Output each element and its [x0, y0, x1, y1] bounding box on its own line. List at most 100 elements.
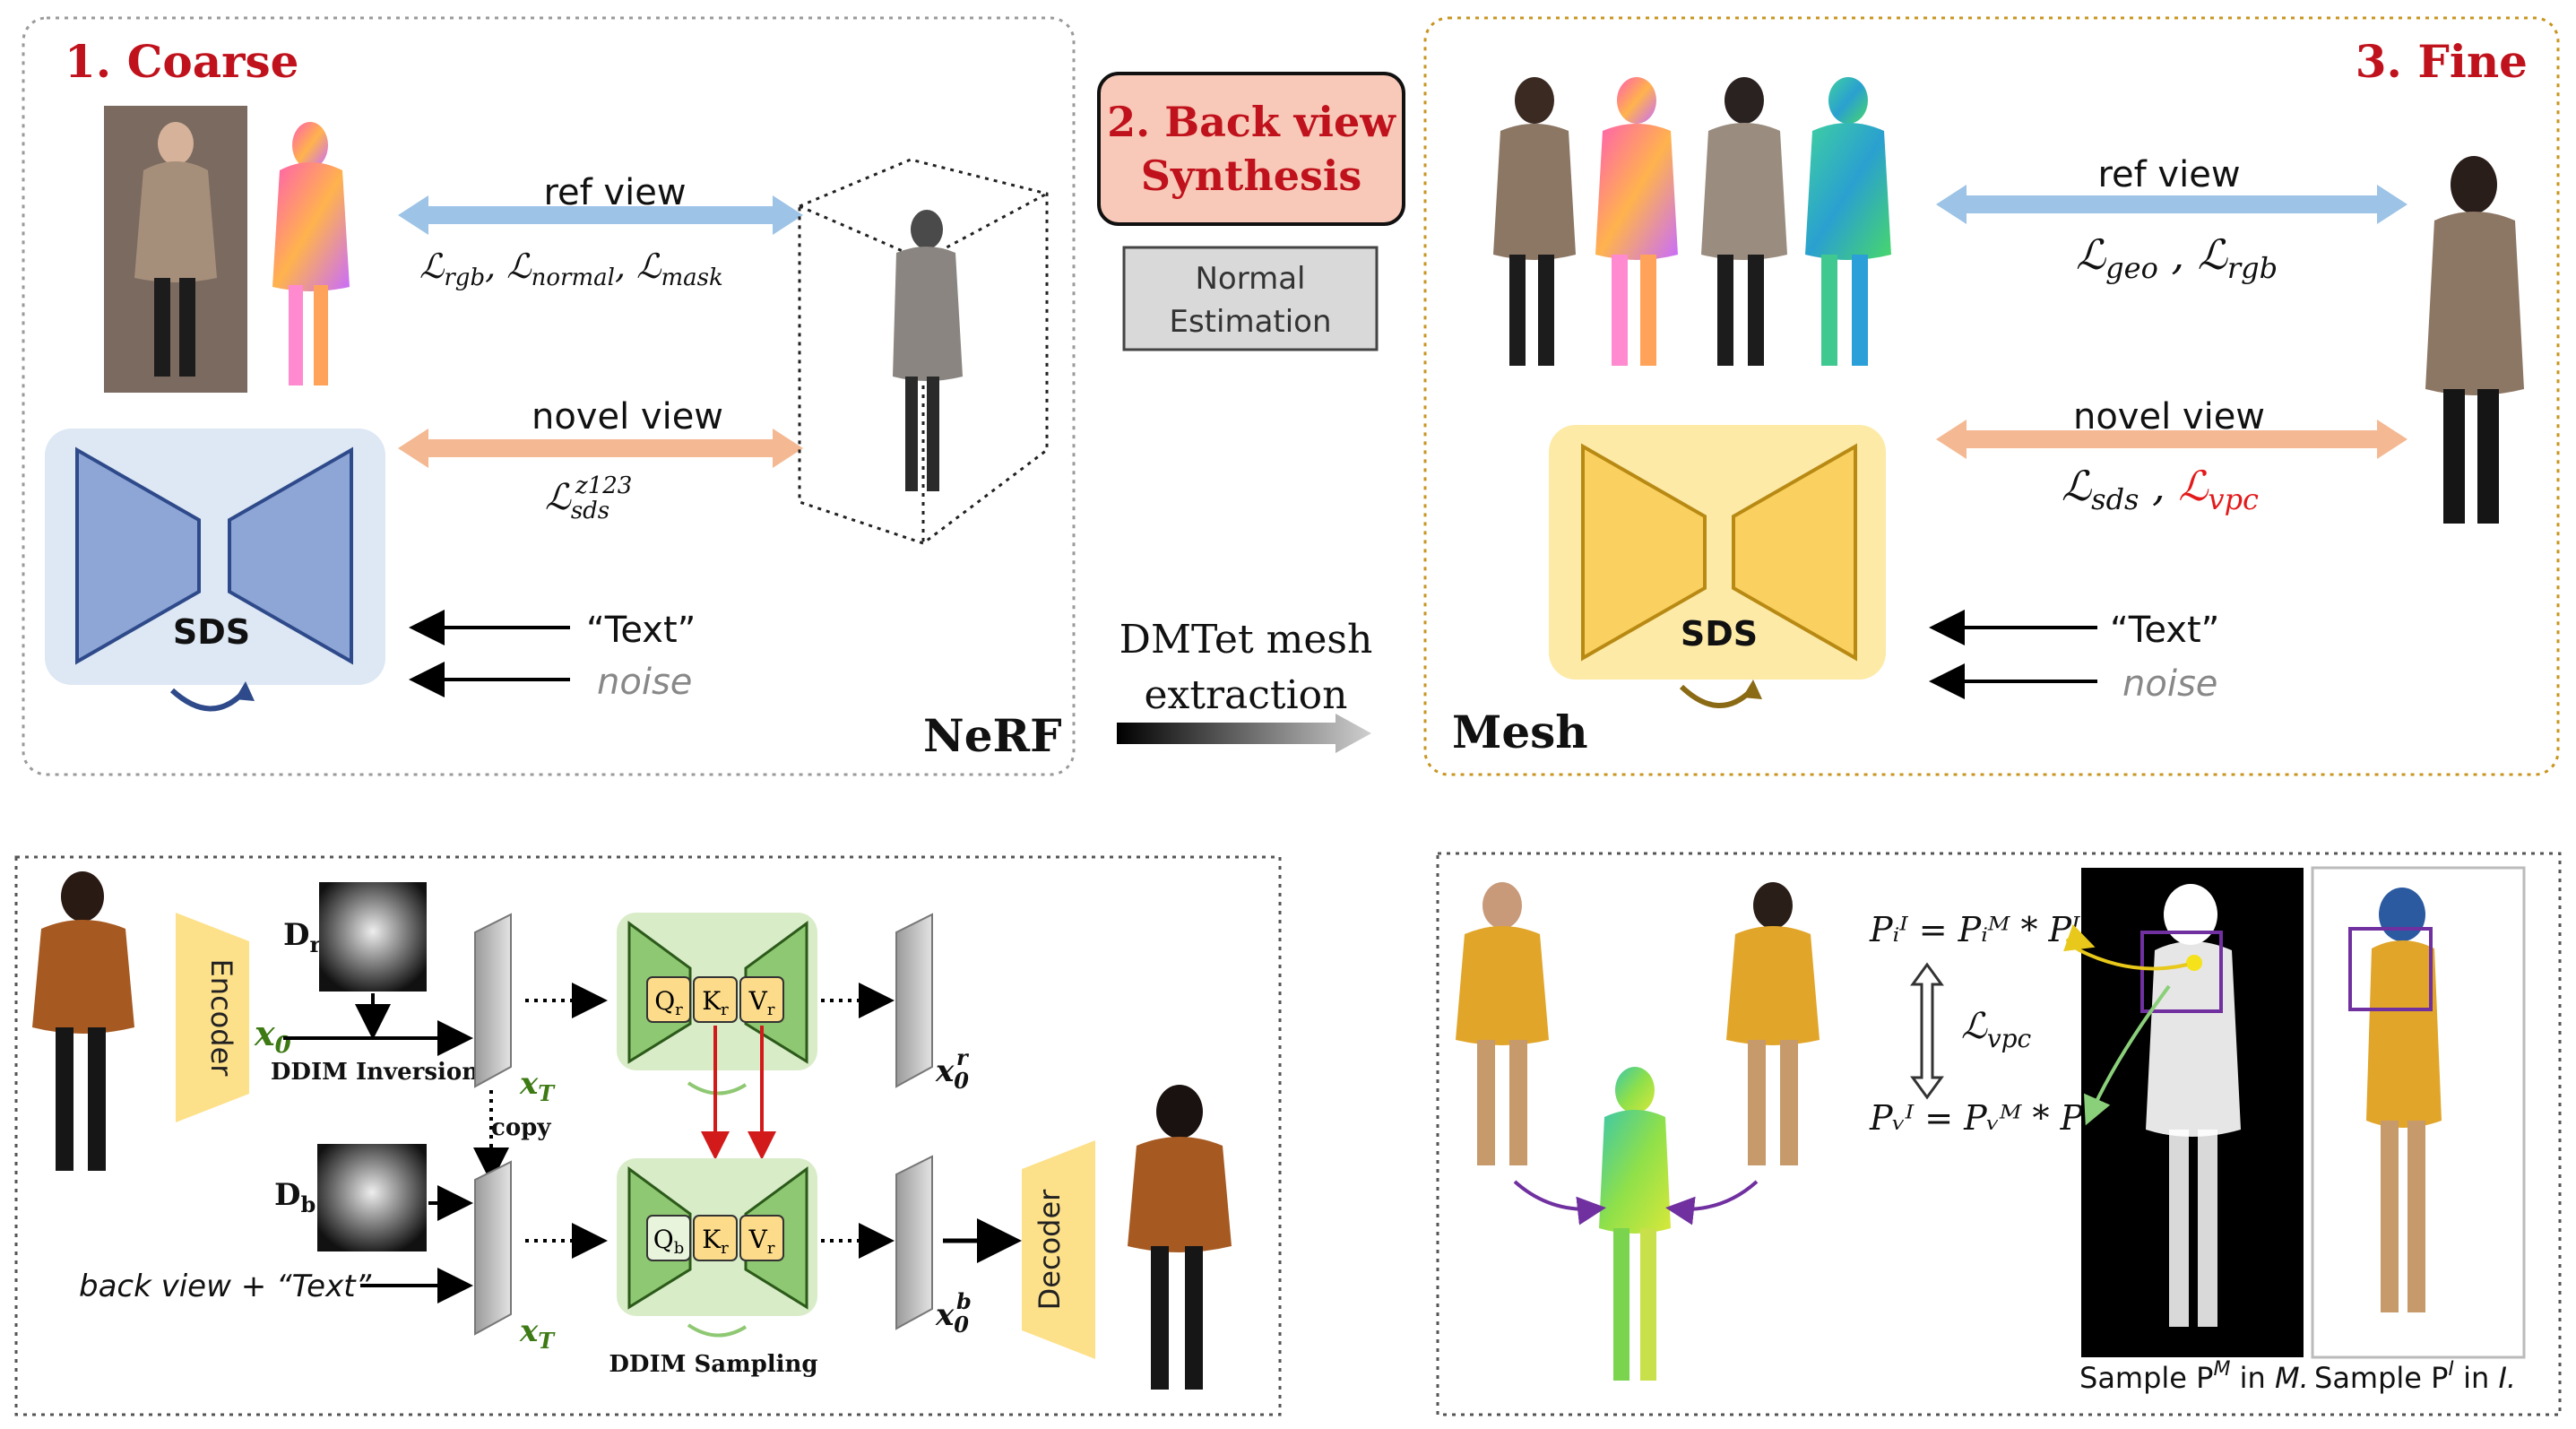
db-label: Db	[274, 1177, 316, 1217]
xT-slab-top	[474, 913, 512, 1088]
nerf-figure	[893, 210, 963, 491]
dr-label: Dr	[283, 917, 321, 957]
coarse-sds-loop-icon	[169, 688, 246, 712]
reference-image	[104, 106, 247, 393]
fine-sds-label: SDS	[1681, 614, 1758, 654]
dr-depth-image	[319, 882, 427, 992]
vpc-loss: ℒvpc	[1961, 1006, 2032, 1053]
coarse-noise-input: noise	[597, 662, 692, 703]
fine-novel-view-arrow	[1936, 420, 2407, 459]
caption-img: Sample PI in I.	[2314, 1358, 2516, 1395]
back-view-text-label: back view + “Text”	[79, 1269, 372, 1304]
vpc-back-person	[1726, 882, 1820, 1165]
novel-view-arrow	[398, 429, 803, 468]
fine-result-figure	[2425, 156, 2524, 524]
vpc-green-arrow	[2084, 984, 2171, 1126]
vpc-yellow-arrow	[2063, 923, 2188, 971]
dmtet-line2: extraction	[1144, 672, 1347, 718]
reference-normal-map	[272, 122, 350, 385]
fine-stage: 3. Fine Mesh	[1423, 16, 2560, 776]
coarse-stage: 1. Coarse NeRF ref view ℒrgb, ℒnormal, ℒ…	[22, 16, 1076, 776]
fine-novel-losses: ℒsds , ℒvpc	[2062, 462, 2259, 516]
fine-title: 3. Fine	[2356, 35, 2528, 88]
backview-box	[1097, 72, 1405, 226]
fine-back-normal	[1805, 77, 1891, 366]
mask-sample-point	[2186, 955, 2202, 971]
fine-ref-losses: ℒgeo , ℒrgb	[2076, 230, 2278, 285]
fine-novel-view-label: novel view	[2073, 396, 2265, 437]
svg-text:Kr: Kr	[702, 986, 729, 1019]
x0r-slab	[895, 913, 933, 1088]
fine-noise-input: noise	[2122, 663, 2217, 705]
fine-sds-loop-icon	[1679, 684, 1754, 708]
xT-label-bottom: xT	[519, 1313, 556, 1354]
ref-view-label: ref view	[543, 172, 686, 213]
vpc-right-curve-arrow	[1665, 1180, 1759, 1225]
fine-front-rgb	[1493, 77, 1576, 366]
svg-text:Vr: Vr	[748, 1225, 775, 1258]
coarse-ref-losses: ℒrgb, ℒnormal, ℒmask	[419, 247, 723, 291]
encoder-label: Encoder	[204, 959, 238, 1078]
caption-mask: Sample PM in M.	[2079, 1358, 2309, 1395]
coarse-title: 1. Coarse	[65, 35, 298, 88]
ddim-sampling-label: DDIM Sampling	[609, 1351, 817, 1378]
x0b-slab	[895, 1155, 933, 1330]
svg-text:Qb: Qb	[653, 1225, 685, 1258]
xT-slab-bottom	[474, 1160, 512, 1336]
ref-view-arrow	[398, 195, 803, 235]
image-sample-figure	[2366, 888, 2442, 1312]
mesh-label: Mesh	[1452, 706, 1588, 758]
fine-sds-unet	[1581, 443, 1857, 662]
coarse-sds-unet	[75, 446, 353, 665]
encoder-block	[176, 913, 249, 1122]
fine-ref-view-label: ref view	[2097, 154, 2240, 195]
unet-bottom-loop	[687, 1323, 748, 1338]
vpc-detail-panel: Pᵢᴵ = Pᵢᴹ * Pᴵ ℒvpc Pᵥᴵ = Pᵥᴹ * Pᴵ Sampl	[1436, 852, 2562, 1416]
qkv-top: Qr Kr Vr	[646, 976, 784, 1023]
x0-label: x0	[254, 1013, 291, 1059]
dmtet-line1: DMTet mesh	[1119, 617, 1373, 663]
coarse-novel-loss: ℒsds	[545, 477, 609, 524]
vpc-eq-bottom: Pᵥᴵ = Pᵥᴹ * Pᴵ	[1869, 1098, 2092, 1138]
output-person-back	[1128, 1085, 1232, 1390]
mask-sample-box	[2140, 931, 2223, 1013]
vpc-mesh-figure	[1599, 1067, 1671, 1381]
fine-front-normal	[1595, 77, 1678, 366]
svg-text:Vr: Vr	[748, 986, 775, 1019]
coarse-sds-label: SDS	[173, 612, 250, 652]
backview-detail-panel: Encoder x0 Dr DDIM Inversion xT copy Qr …	[14, 855, 1282, 1416]
normal-estimation-line1: Normal	[1195, 261, 1305, 297]
fine-panel	[1423, 16, 2560, 776]
coarse-novel-loss-sup: z123	[575, 472, 632, 499]
backview-title-line1: 2. Back view	[1107, 98, 1396, 146]
coarse-text-input: “Text”	[586, 610, 696, 651]
nerf-label: NeRF	[923, 709, 1062, 762]
ddim-inversion-label: DDIM Inversion	[271, 1059, 479, 1086]
svg-text:Qr: Qr	[654, 986, 683, 1019]
decoder-block	[1022, 1140, 1095, 1359]
fine-ref-view-arrow	[1936, 185, 2407, 224]
normal-estimation-box	[1122, 246, 1379, 351]
vpc-double-arrow	[1910, 962, 1944, 1100]
qkv-bottom: Qb Kr Vr	[646, 1215, 784, 1261]
backview-stage: 2. Back view Synthesis Normal Estimation…	[1097, 72, 1405, 753]
mask-figure	[2146, 884, 2241, 1327]
novel-view-label: novel view	[532, 396, 723, 437]
fine-text-input: “Text”	[2110, 610, 2219, 651]
vpc-left-curve-arrow	[1513, 1180, 1606, 1225]
xT-label-top: xT	[519, 1066, 556, 1106]
fine-back-rgb	[1701, 77, 1787, 366]
copy-label: copy	[491, 1114, 551, 1141]
x0r-label: x0r	[935, 1044, 970, 1094]
vpc-eq-top: Pᵢᴵ = Pᵢᴹ * Pᴵ	[1869, 910, 2080, 949]
backview-title-line2: Synthesis	[1141, 152, 1362, 200]
coarse-panel	[22, 16, 1076, 776]
dmtet-arrow	[1117, 714, 1371, 753]
decoder-label: Decoder	[1033, 1189, 1067, 1311]
x0b-label: x0b	[935, 1288, 972, 1338]
vpc-front-person	[1456, 882, 1549, 1165]
svg-text:Kr: Kr	[702, 1225, 729, 1258]
image-sample-box	[2348, 927, 2433, 1011]
input-person-front	[32, 871, 134, 1171]
